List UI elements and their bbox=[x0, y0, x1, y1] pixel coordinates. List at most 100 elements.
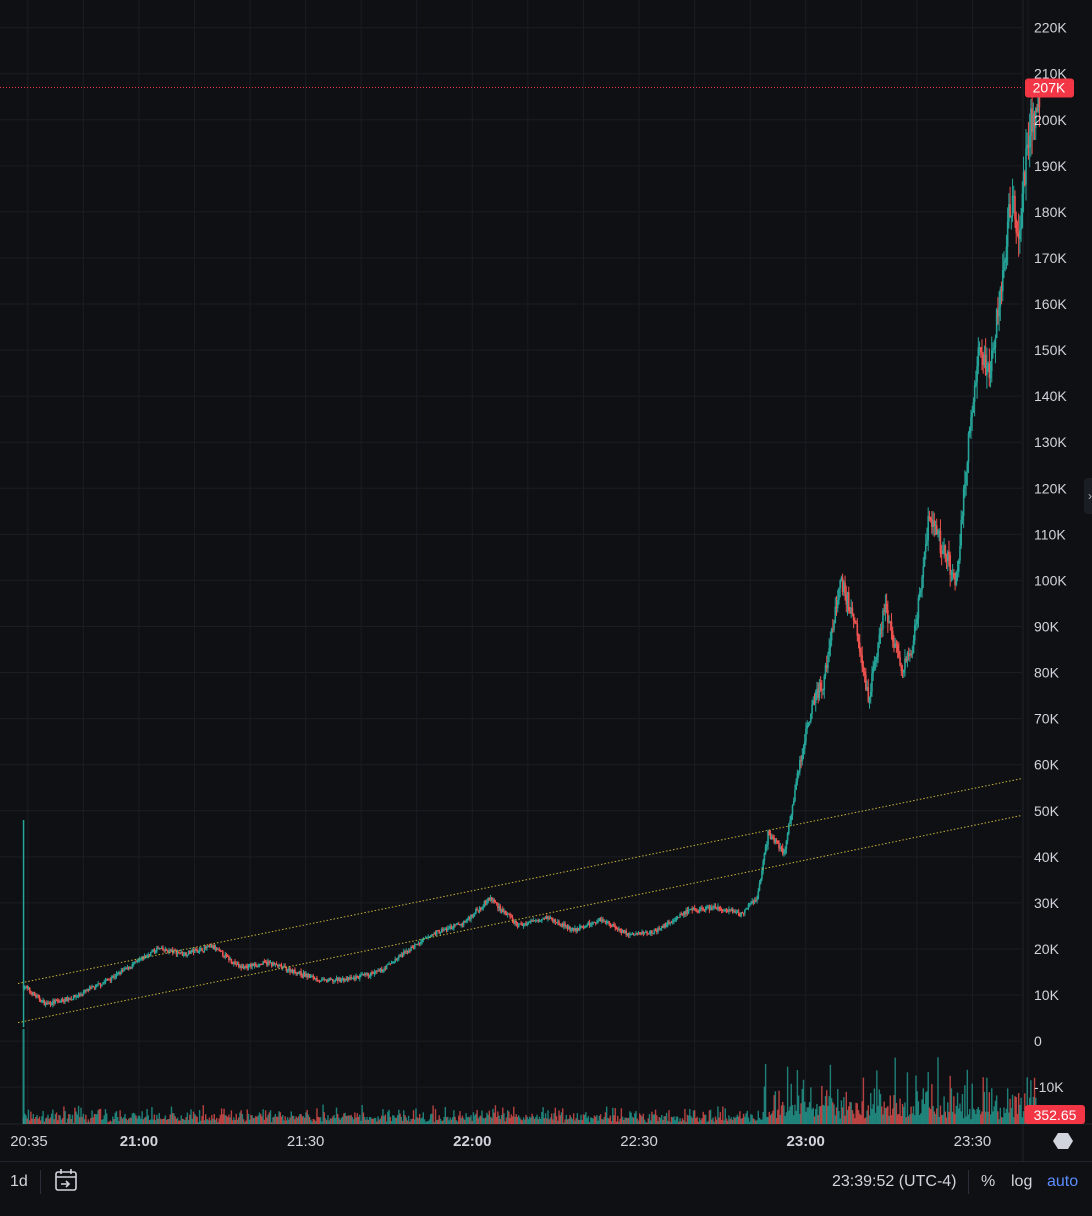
log-toggle[interactable]: log bbox=[1011, 1173, 1033, 1190]
volume-bar bbox=[671, 1117, 674, 1124]
volume-bar bbox=[728, 1115, 730, 1124]
candle-body bbox=[830, 628, 833, 641]
candle-body bbox=[316, 978, 318, 981]
volume-bar bbox=[164, 1115, 167, 1124]
volume-bar bbox=[713, 1121, 715, 1124]
candle-body bbox=[300, 971, 302, 976]
volume-bar bbox=[830, 1098, 833, 1124]
volume-bar bbox=[1006, 1088, 1009, 1124]
volume-bar bbox=[245, 1120, 247, 1124]
clock-timezone[interactable]: 23:39:52 (UTC-4) bbox=[832, 1173, 957, 1190]
volume-bar bbox=[700, 1120, 702, 1124]
candle-body bbox=[556, 921, 559, 923]
candle-body bbox=[350, 977, 352, 979]
volume-bar bbox=[186, 1112, 189, 1124]
candle-body bbox=[361, 974, 363, 976]
volume-bar bbox=[192, 1111, 195, 1124]
candle-body bbox=[735, 912, 738, 914]
volume-bar bbox=[242, 1119, 245, 1124]
candle-body bbox=[59, 1000, 62, 1002]
candle-body bbox=[223, 956, 225, 958]
candlestick-chart[interactable]: 220K210K200K190K180K170K160K150K140K130K… bbox=[0, 0, 1092, 1161]
volume-bar bbox=[145, 1116, 147, 1124]
volume-bar bbox=[909, 1114, 911, 1124]
candle-body bbox=[266, 962, 268, 965]
volume-bar bbox=[563, 1122, 565, 1124]
candle-body bbox=[136, 960, 139, 962]
candle-body bbox=[611, 924, 614, 927]
candle-body bbox=[988, 363, 991, 378]
volume-bar bbox=[1022, 1111, 1025, 1124]
candle-body bbox=[652, 933, 654, 935]
candle-body bbox=[32, 992, 35, 995]
candle-body bbox=[202, 951, 205, 953]
candle-body bbox=[1005, 246, 1008, 261]
candle-body bbox=[445, 928, 448, 931]
candle-body bbox=[219, 949, 222, 951]
volume-bar bbox=[116, 1116, 119, 1124]
volume-bar bbox=[837, 1089, 839, 1124]
volume-bar bbox=[295, 1116, 297, 1124]
candle-body bbox=[553, 919, 555, 922]
volume-bar bbox=[510, 1114, 513, 1124]
volume-bar bbox=[917, 1101, 920, 1124]
candle-body bbox=[526, 922, 529, 926]
candle-body bbox=[702, 908, 705, 910]
volume-bar bbox=[205, 1114, 207, 1124]
volume-bar bbox=[211, 1115, 213, 1124]
candle-body bbox=[554, 919, 557, 923]
volume-bar bbox=[766, 1116, 768, 1124]
candle-body bbox=[459, 924, 461, 926]
candle-body bbox=[131, 964, 134, 968]
volume-bar bbox=[87, 1119, 90, 1124]
candle-body bbox=[93, 987, 96, 989]
volume-bar bbox=[782, 1101, 784, 1124]
candle-body bbox=[994, 338, 997, 348]
candle-body bbox=[989, 371, 992, 378]
candle-body bbox=[329, 978, 332, 980]
volume-bar bbox=[965, 1116, 967, 1124]
candle-body bbox=[472, 915, 475, 917]
candle-body bbox=[634, 934, 636, 936]
candle-body bbox=[696, 910, 698, 912]
candle-body bbox=[918, 592, 921, 598]
candle-body bbox=[92, 986, 95, 988]
candle-body bbox=[844, 582, 846, 595]
auto-toggle[interactable]: auto bbox=[1047, 1173, 1079, 1190]
interval-button[interactable]: 1d bbox=[10, 1173, 28, 1190]
price-axis[interactable]: 220K210K200K190K180K170K160K150K140K130K… bbox=[1034, 20, 1067, 1096]
candle-body bbox=[916, 618, 918, 624]
volume-bar bbox=[944, 1111, 947, 1124]
candle-body bbox=[195, 949, 197, 951]
calendar-goto-icon[interactable] bbox=[54, 1162, 78, 1201]
volume-bar bbox=[471, 1120, 473, 1124]
volume-bar bbox=[838, 1110, 840, 1124]
candle-body bbox=[838, 588, 840, 600]
volume-bar bbox=[760, 1119, 762, 1124]
candle-body bbox=[663, 923, 665, 928]
candle-body bbox=[437, 930, 439, 932]
axis-settings-icon[interactable] bbox=[1053, 1133, 1073, 1149]
candle-body bbox=[214, 947, 217, 950]
time-axis[interactable]: 20:35 21:00 21:30 22:00 22:30 23:00 23:30 bbox=[10, 1133, 1073, 1150]
volume-bar bbox=[129, 1117, 131, 1124]
candle-body bbox=[680, 914, 683, 916]
candle-body bbox=[72, 995, 75, 1000]
candle-body bbox=[542, 918, 544, 920]
candle-body bbox=[548, 917, 551, 919]
volume-bar bbox=[1015, 1097, 1017, 1124]
candle-body bbox=[376, 971, 378, 973]
candle-body bbox=[558, 921, 560, 925]
candle-body bbox=[934, 525, 937, 527]
volume-bar bbox=[519, 1117, 521, 1124]
candle-body bbox=[1010, 216, 1013, 218]
collapse-arrow-icon[interactable]: › bbox=[1084, 478, 1092, 514]
volume-bar bbox=[411, 1118, 414, 1124]
volume-bar bbox=[599, 1114, 602, 1124]
percent-toggle[interactable]: % bbox=[981, 1173, 996, 1190]
volume-bar bbox=[566, 1119, 569, 1124]
candle-body bbox=[879, 628, 882, 635]
volume-bar bbox=[972, 1108, 975, 1124]
volume-bar bbox=[1026, 1077, 1028, 1124]
